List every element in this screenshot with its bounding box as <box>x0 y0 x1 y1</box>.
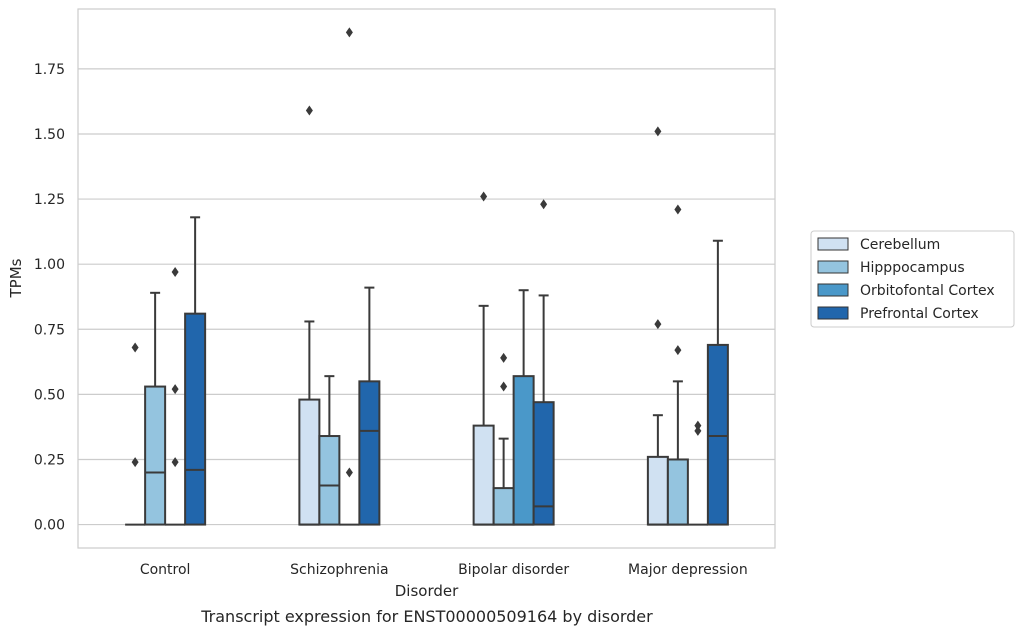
y-tick-label: 1.25 <box>34 192 65 208</box>
legend-label: Hipppocampus <box>860 260 965 276</box>
legend: Cerebellum Hipppocampus Orbitofontal Corte… <box>810 230 1015 328</box>
box-cerebellum <box>125 342 146 526</box>
x-tick-label: Control <box>140 562 191 578</box>
y-tick-label: 1.75 <box>34 62 65 78</box>
outlier-point <box>540 199 548 210</box>
legend-frame <box>810 230 1015 328</box>
box-orbitofontal-cortex <box>165 266 186 526</box>
outlier-point <box>171 266 179 277</box>
outlier-point <box>171 384 179 395</box>
outlier-point <box>694 425 702 436</box>
legend-label: Prefrontal Cortex <box>860 306 979 322</box>
box-iqr <box>184 312 207 526</box>
legend-swatch <box>817 306 849 320</box>
legend-swatch <box>817 260 849 274</box>
box-orbitofontal-cortex <box>687 420 708 526</box>
box-hipppocampus <box>144 291 167 526</box>
x-tick-label: Bipolar disorder <box>458 562 569 578</box>
y-axis-ticks: 0.00 0.25 0.50 0.75 1.00 1.25 1.50 1.75 <box>34 62 65 534</box>
box-iqr <box>492 487 515 526</box>
plot-frame <box>77 8 776 549</box>
outlier-point <box>654 126 662 137</box>
legend-label: Cerebellum <box>860 237 940 253</box>
box-iqr <box>472 424 495 526</box>
chart-caption: Transcript expression for ENST0000050916… <box>200 607 653 626</box>
box-iqr <box>358 380 381 526</box>
legend-swatch <box>817 237 849 251</box>
box-prefrontal-cortex <box>706 239 729 526</box>
outlier-point <box>345 467 353 478</box>
y-tick-label: 0.00 <box>34 518 65 534</box>
box-hipppocampus <box>666 204 689 526</box>
box-iqr <box>298 398 321 526</box>
x-tick-label: Schizophrenia <box>290 562 388 578</box>
outlier-point <box>171 457 179 468</box>
outlier-point <box>694 420 702 431</box>
outlier-point <box>674 204 682 215</box>
legend-label: Orbitofontal Cortex <box>860 283 995 299</box>
grid-lines <box>78 68 775 526</box>
box-orbitofontal-cortex <box>339 27 360 526</box>
box-prefrontal-cortex <box>532 199 555 526</box>
box-cerebellum <box>646 126 669 526</box>
y-axis-title: TPMs <box>7 258 25 298</box>
box-iqr <box>666 458 689 526</box>
y-tick-label: 0.75 <box>34 322 65 338</box>
outlier-point <box>480 191 488 202</box>
box-cerebellum <box>298 105 321 526</box>
box-cerebellum <box>472 191 495 526</box>
box-iqr <box>706 343 729 526</box>
outlier-point <box>500 352 508 363</box>
outlier-point <box>500 381 508 392</box>
legend-swatch <box>817 283 849 297</box>
y-tick-label: 0.50 <box>34 387 65 403</box>
box-prefrontal-cortex <box>358 286 381 526</box>
box-hipppocampus <box>318 375 341 526</box>
outlier-point <box>131 342 139 353</box>
box-iqr <box>318 435 341 526</box>
plot-area <box>125 27 729 526</box>
outlier-point <box>345 27 353 38</box>
y-tick-label: 1.50 <box>34 127 65 143</box>
x-axis-ticks: Control Schizophrenia Bipolar disorder Majo… <box>140 562 748 578</box>
box-iqr <box>532 401 555 526</box>
box-orbitofontal-cortex <box>512 289 535 526</box>
x-axis-title: Disorder <box>395 582 459 600</box>
outlier-point <box>131 457 139 468</box>
x-tick-label: Major depression <box>628 562 748 578</box>
box-iqr <box>646 455 669 526</box>
outlier-point <box>654 319 662 330</box>
y-tick-label: 0.25 <box>34 452 65 468</box>
outlier-point <box>674 345 682 356</box>
box-iqr <box>144 385 167 526</box>
outlier-point <box>305 105 313 116</box>
box-prefrontal-cortex <box>184 216 207 526</box>
box-hipppocampus <box>492 352 515 526</box>
box-iqr <box>512 375 535 526</box>
y-tick-label: 1.00 <box>34 257 65 273</box>
